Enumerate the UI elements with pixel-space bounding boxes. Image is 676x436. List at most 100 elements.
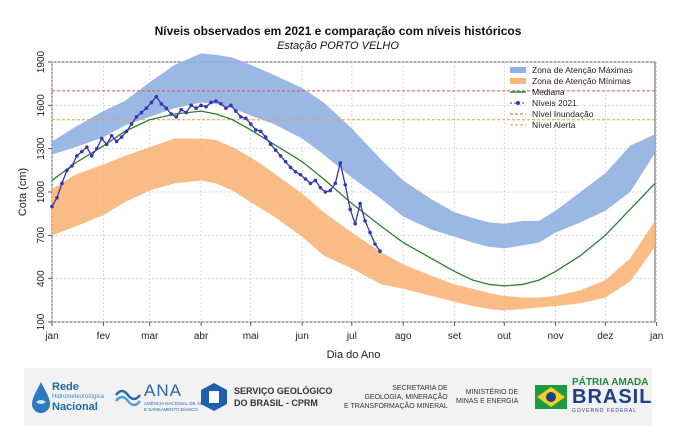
levels-2021-point (239, 115, 243, 119)
levels-2021-point (70, 164, 74, 168)
ana-logo: ANA AGÊNCIA NACIONAL DE ÁGUAS E SANEAMEN… (114, 374, 213, 420)
legend-label: Níveis 2021 (532, 98, 577, 108)
ana-waves-icon (115, 389, 141, 407)
patria-main: BRASIL (572, 386, 653, 408)
levels-2021-point (199, 103, 203, 108)
levels-2021-point (60, 181, 64, 186)
x-tick-label: jan (649, 331, 663, 342)
levels-2021-point (149, 100, 154, 105)
x-tick-label: fev (97, 331, 110, 342)
levels-2021-point (169, 112, 174, 116)
levels-2021-point (109, 133, 114, 138)
levels-2021-point (124, 129, 129, 134)
ministerio-logo: MINISTÉRIO DE MINAS E ENERGIA (456, 374, 518, 420)
levels-2021-point (144, 106, 149, 111)
levels-2021-point (139, 110, 144, 115)
y-tick-label: 1000 (36, 180, 47, 203)
legend-swatch (510, 67, 526, 73)
sec-line-2: GEOLOGIA, MINERAÇÃO (364, 393, 448, 401)
levels-2021-point (288, 165, 293, 170)
levels-2021-point (174, 115, 179, 119)
levels-2021-point (94, 146, 99, 151)
x-axis-label: Dia do Ano (327, 349, 381, 360)
rede-name: Nacional (52, 401, 98, 413)
levels-2021-point (368, 230, 372, 235)
x-tick-label: mai (243, 331, 259, 342)
rede-subtitle: Hidrometeorológica (52, 394, 105, 400)
levels-2021-point (348, 207, 352, 212)
footer-logos: Rede Hidrometeorológica Nacional ANA AGÊ… (24, 368, 652, 426)
levels-2021-point (358, 201, 362, 206)
levels-2021-point (343, 182, 348, 187)
levels-2021-point (318, 185, 323, 190)
levels-2021-point (80, 149, 84, 154)
levels-2021-point (258, 129, 263, 134)
levels-2021-point (189, 103, 193, 108)
levels-2021-point (194, 106, 198, 111)
levels-2021-point (244, 116, 248, 121)
chart-subtitle: Estação PORTO VELHO (277, 40, 399, 52)
sec-line-3: E TRANSFORMAÇÃO MINERAL (344, 402, 448, 410)
x-tick-label: dez (597, 331, 613, 342)
levels-2021-point (378, 249, 382, 254)
y-tick-label: 700 (36, 227, 47, 244)
y-axis-label: Cota (cm) (17, 168, 29, 216)
legend-label: Mediana (532, 87, 565, 97)
legend-label: Nível Alerta (532, 120, 576, 130)
sgb-cprm-logo: SERVIÇO GEOLÓGICO DO BRASIL - CPRM (200, 374, 332, 420)
band-zona-atencao-min (52, 138, 655, 311)
water-level-chart: 100 400 700 1000 1300 1600 1900 jan fev mar abr mai… (17, 50, 663, 360)
x-tick-label: ago (395, 331, 412, 342)
legend-item: Nível Alerta (510, 120, 576, 130)
levels-2021-point (65, 168, 69, 173)
levels-2021-point (84, 145, 89, 150)
levels-2021-point (328, 188, 333, 193)
ana-name: ANA (144, 381, 182, 400)
legend-item: Mediana (510, 87, 565, 97)
levels-2021-point (134, 115, 139, 119)
x-tick-label: jul (346, 331, 357, 342)
levels-2021-point (293, 169, 298, 174)
levels-2021-point (50, 204, 54, 209)
legend-item: Níveis 2021 (510, 98, 577, 108)
y-tick-label: 1300 (36, 137, 47, 160)
levels-2021-point (234, 109, 238, 113)
levels-2021-point (303, 177, 308, 181)
levels-2021-point (164, 106, 169, 111)
y-tick-label: 100 (36, 313, 47, 330)
x-tick-label: set (448, 331, 462, 342)
levels-2021-point (278, 154, 283, 158)
levels-2021-point (219, 102, 223, 106)
levels-2021-point (373, 242, 377, 246)
secretaria-logo: SECRETARIA DE GEOLOGIA, MINERAÇÃO E TRAN… (344, 374, 448, 420)
legend-marker (516, 101, 520, 105)
sgb-line-1: SERVIÇO GEOLÓGICO (234, 386, 333, 396)
min-line-1: MINISTÉRIO DE (465, 389, 519, 396)
levels-2021-point (104, 142, 109, 147)
levels-2021-point (229, 103, 233, 108)
levels-2021-point (89, 154, 94, 158)
x-tick-label: jan (44, 331, 58, 342)
legend-item: Nível Inundação (510, 109, 594, 119)
levels-2021-point (55, 195, 59, 200)
water-drop-icon (32, 382, 50, 413)
sec-line-1: SECRETARIA DE (392, 384, 448, 392)
levels-2021-point (338, 161, 343, 165)
levels-2021-point (333, 181, 338, 186)
levels-2021-point (268, 142, 273, 147)
levels-2021-point (114, 139, 119, 144)
levels-2021-point (179, 107, 184, 112)
levels-2021-point (253, 128, 258, 132)
x-tick-label: out (497, 331, 511, 342)
legend-label: Zona de Atenção Máximas (532, 65, 633, 75)
levels-2021-point (184, 110, 188, 115)
patria-sub: GOVERNO FEDERAL (572, 408, 638, 414)
levels-2021-point (308, 181, 313, 186)
levels-2021-point (159, 102, 164, 106)
levels-2021-point (298, 172, 303, 177)
levels-2021-point (119, 135, 124, 139)
levels-2021-point (263, 135, 268, 139)
x-tick-label: jun (294, 331, 308, 342)
band-zona-atencao-max (52, 53, 655, 249)
levels-2021-point (209, 100, 213, 105)
